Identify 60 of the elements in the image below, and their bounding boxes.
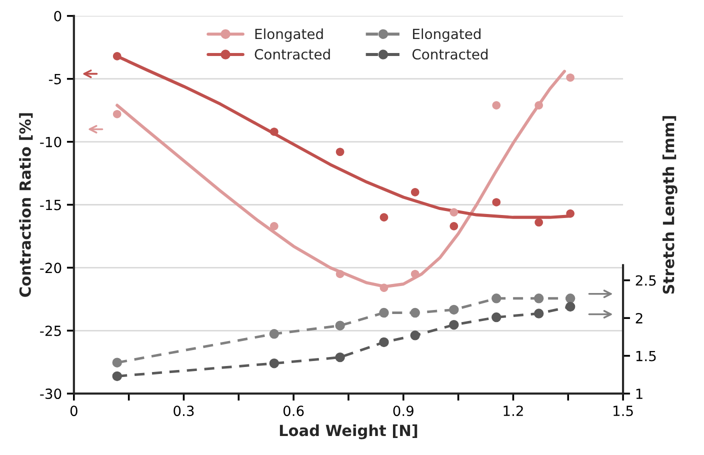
y2-tick-label: 1 — [636, 388, 642, 399]
point — [449, 320, 459, 330]
y-tick-label: -20 — [40, 262, 62, 274]
y-tick-label: -10 — [40, 136, 62, 148]
x-axis-title: Load Weight [N] — [280, 424, 418, 440]
point — [410, 188, 420, 196]
point — [566, 73, 574, 82]
point — [112, 358, 122, 368]
x-tick-label: 1.2 — [504, 406, 523, 416]
legend-label: Contracted — [412, 48, 488, 60]
point — [410, 330, 420, 340]
y2-axis-title: Stretch Length [mm] — [662, 116, 678, 294]
point — [492, 101, 501, 110]
x-tick-label: 0 — [70, 406, 78, 416]
point — [336, 270, 344, 278]
point — [410, 270, 420, 278]
point — [449, 304, 459, 315]
point — [336, 148, 344, 156]
point — [270, 128, 278, 136]
point — [270, 222, 278, 230]
point — [492, 198, 501, 206]
x-tick-label: 0.6 — [283, 406, 304, 416]
legend-label: Elongated — [255, 28, 323, 42]
point — [112, 371, 122, 382]
point — [450, 222, 458, 230]
point — [380, 284, 388, 292]
y2-tick-label: 2.5 — [636, 275, 656, 286]
point — [534, 308, 544, 318]
legend-label: Elongated — [413, 28, 480, 42]
point — [565, 302, 576, 312]
y-tick-label: -25 — [40, 326, 61, 336]
point — [112, 52, 122, 60]
legend-label: Contracted — [254, 48, 330, 60]
point — [269, 358, 280, 368]
point — [450, 208, 458, 216]
point — [534, 218, 544, 227]
x-tick-label: 0.3 — [174, 406, 194, 416]
x-tick-label: 0.9 — [393, 406, 414, 416]
point — [335, 320, 345, 330]
point — [112, 110, 122, 118]
y2-tick-label: 1.5 — [636, 350, 656, 362]
y-tick-label: 0 — [54, 10, 62, 22]
y-tick-label: -5 — [48, 74, 61, 84]
point — [335, 352, 345, 362]
point — [410, 308, 420, 318]
point — [379, 308, 389, 318]
point — [492, 312, 502, 322]
y2-tick-label: 2 — [636, 313, 642, 324]
point — [534, 294, 544, 304]
point — [492, 294, 502, 304]
point — [534, 101, 544, 110]
point — [380, 213, 388, 222]
y-tick-label: -30 — [40, 388, 62, 400]
point — [566, 209, 574, 218]
y-tick-label: -15 — [40, 200, 61, 210]
point — [269, 329, 280, 339]
point — [379, 337, 389, 348]
point — [565, 294, 576, 304]
x-tick-label: 1.5 — [614, 406, 633, 416]
y-axis-title: Contraction Ratio [%] — [19, 113, 33, 297]
